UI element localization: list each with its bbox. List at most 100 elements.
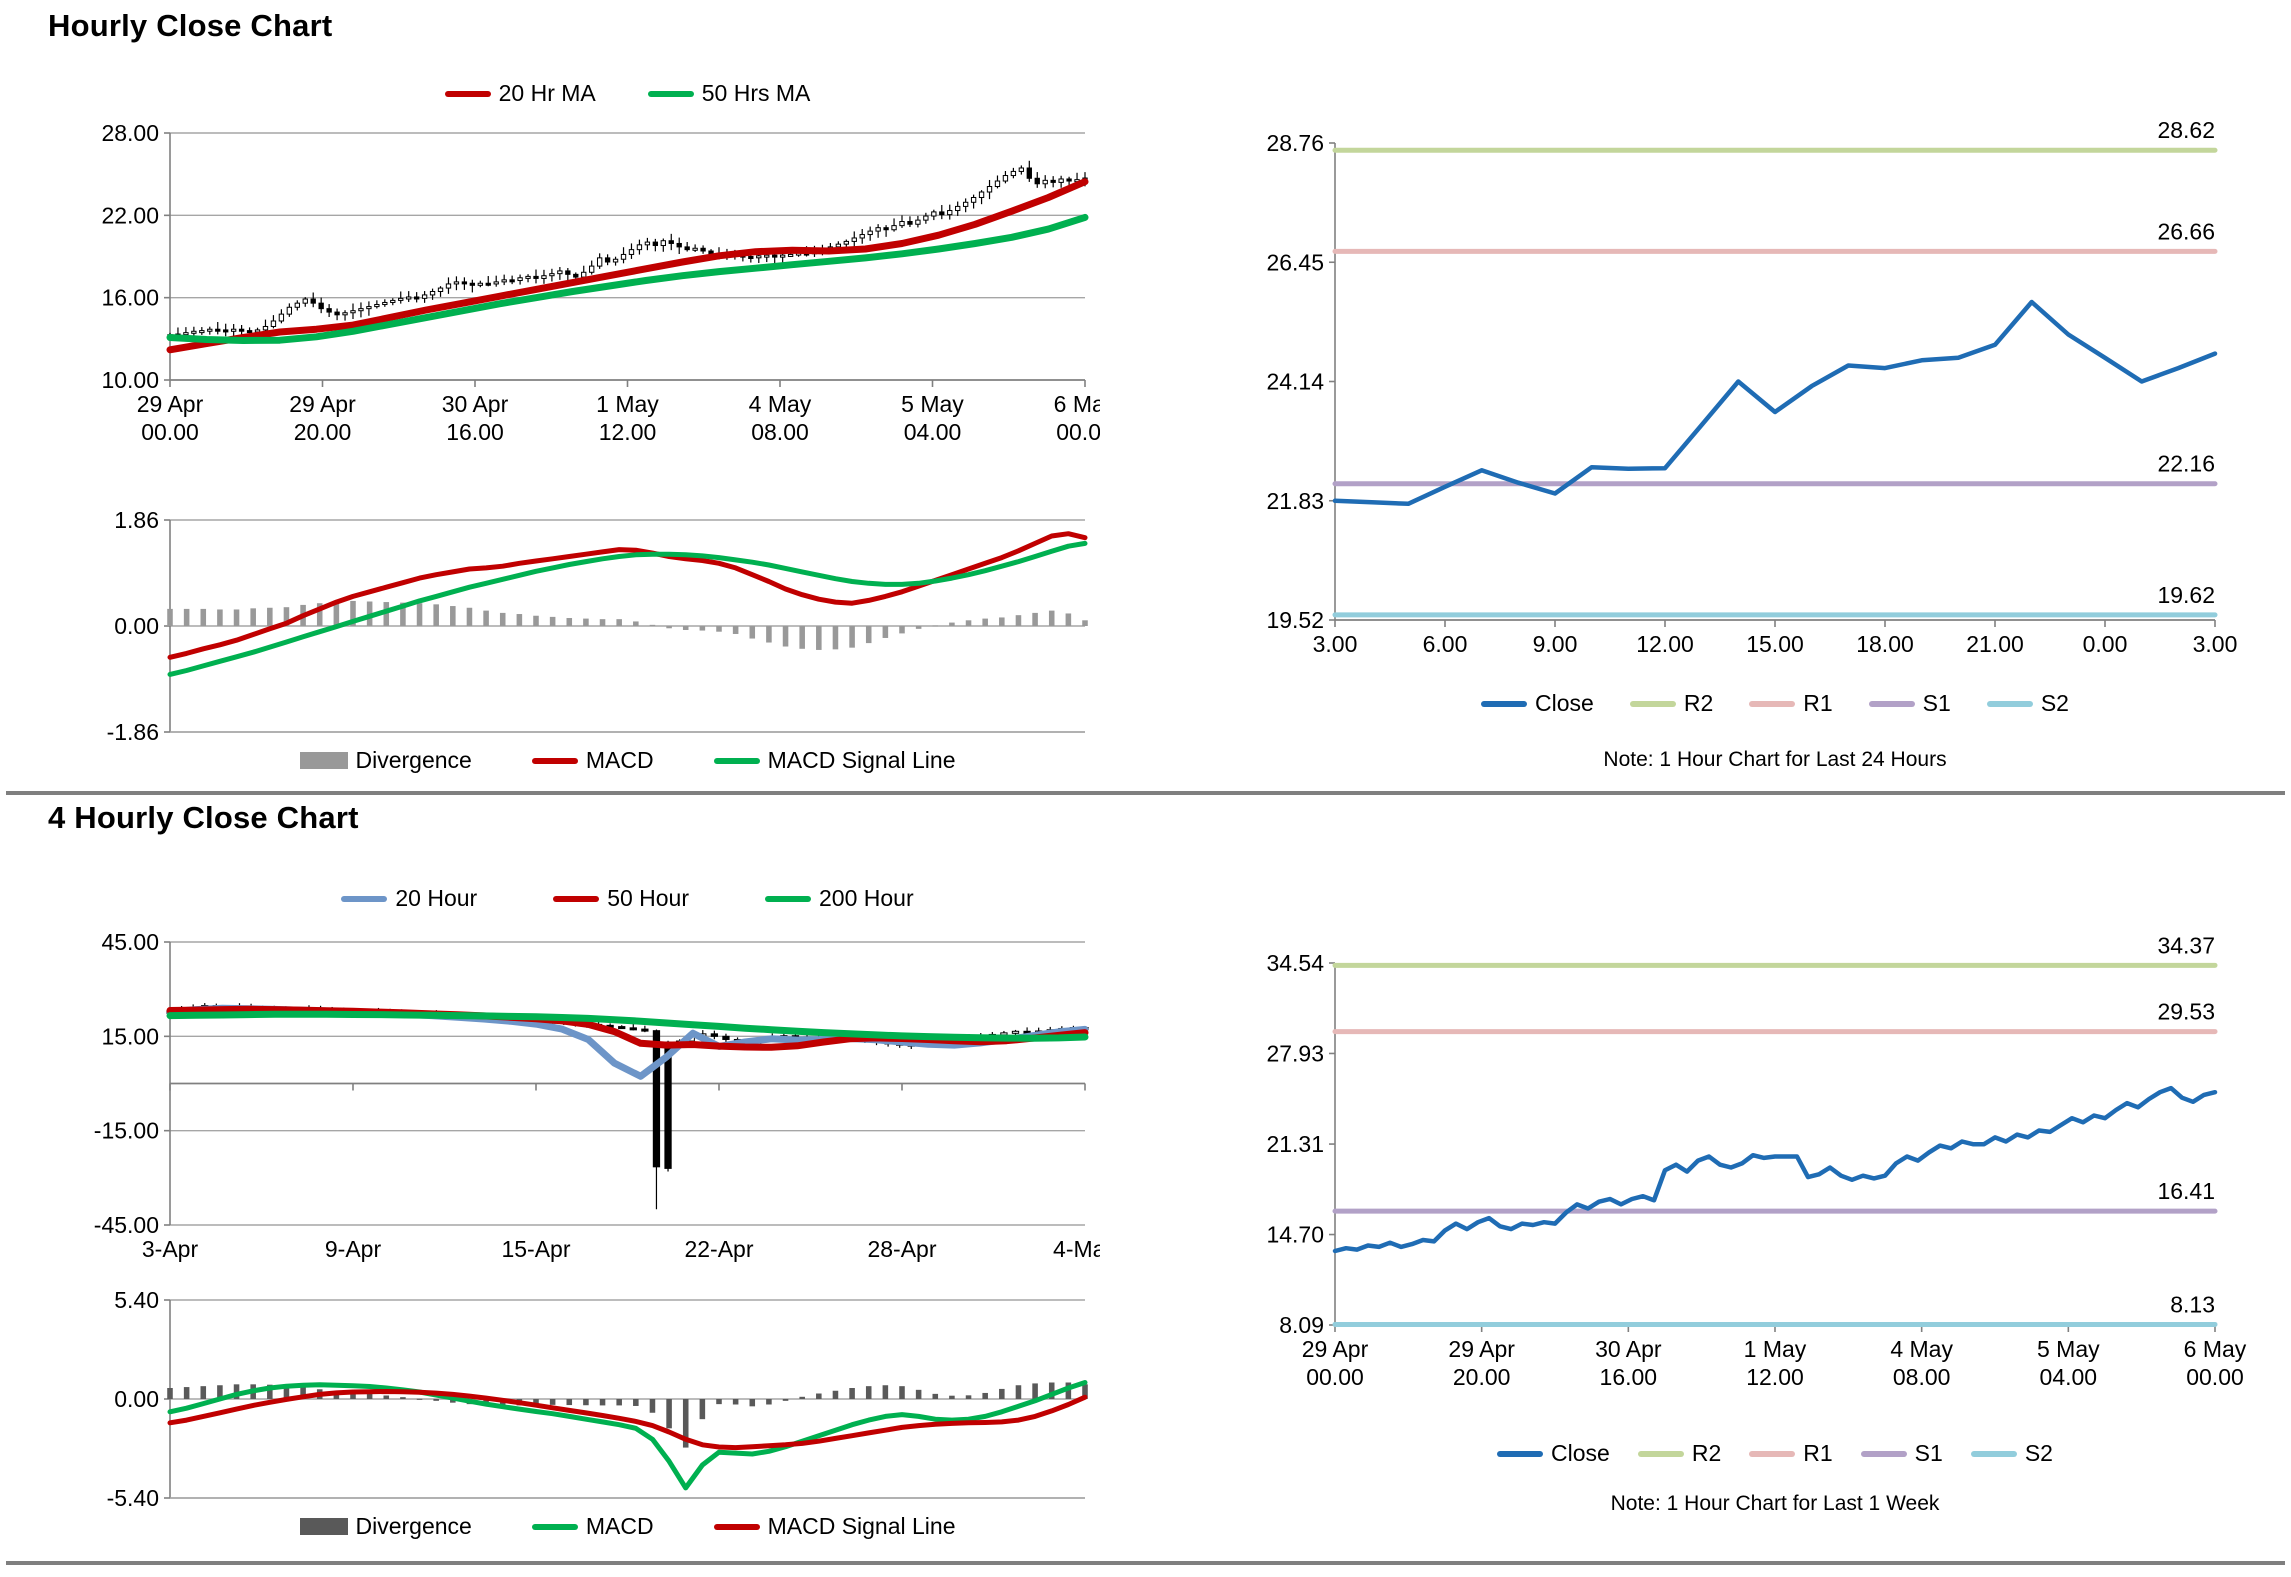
legend-label: Close [1551, 1440, 1610, 1466]
svg-text:29 Apr: 29 Apr [289, 391, 356, 417]
legend-label: MACD [585, 1513, 654, 1539]
svg-text:-1.86: -1.86 [107, 719, 159, 745]
legend-item-macd: MACD [531, 1513, 654, 1540]
legend-item-200-hour: 200 Hour [765, 885, 914, 912]
legend-label: 200 Hour [819, 885, 914, 911]
legend-item-20-hour: 20 Hour [341, 885, 477, 912]
svg-text:00.00: 00.00 [1306, 1364, 1364, 1390]
svg-text:16.00: 16.00 [101, 285, 159, 311]
s2-swatch-icon [1986, 700, 2033, 707]
legend-item-s2: S2 [1986, 690, 2069, 717]
legend-label: MACD [585, 747, 654, 773]
svg-text:28.76: 28.76 [1266, 130, 1324, 156]
svg-text:00.00: 00.00 [1056, 419, 1100, 445]
section-divider [6, 791, 2285, 795]
macd-signal-line-swatch-icon [713, 757, 760, 764]
page-title-4hourly: 4 Hourly Close Chart [48, 800, 359, 835]
svg-text:3.00: 3.00 [2193, 631, 2238, 657]
close-swatch-icon [1497, 1450, 1544, 1457]
svg-text:0.00: 0.00 [114, 1386, 159, 1412]
four-hourly-macd-chart: 5.40 0.00 -5.40 [107, 1290, 1088, 1508]
legend-item-divergence: Divergence [299, 747, 472, 774]
svg-text:-15.00: -15.00 [94, 1118, 159, 1144]
svg-text:0.00: 0.00 [114, 613, 159, 639]
svg-text:22.00: 22.00 [101, 202, 159, 228]
svg-text:29.53: 29.53 [2157, 999, 2215, 1025]
r1-swatch-icon [1749, 1450, 1796, 1457]
svg-text:4 May: 4 May [749, 391, 812, 417]
svg-text:8.09: 8.09 [1279, 1312, 1324, 1338]
svg-text:3-Apr: 3-Apr [142, 1236, 199, 1262]
svg-text:3.00: 3.00 [1313, 631, 1358, 657]
svg-text:21.83: 21.83 [1266, 488, 1324, 514]
svg-text:19.52: 19.52 [1266, 607, 1324, 633]
note-pivot-1week: Note: 1 Hour Chart for Last 1 Week [1610, 1492, 1940, 1515]
svg-text:6.00: 6.00 [1423, 631, 1468, 657]
svg-text:1.86: 1.86 [114, 507, 159, 533]
legend-label: R1 [1803, 690, 1833, 716]
200-hour-swatch-icon [765, 895, 812, 902]
svg-text:16.00: 16.00 [1600, 1364, 1658, 1390]
r2-swatch-icon [1629, 700, 1676, 707]
svg-text:1 May: 1 May [596, 391, 659, 417]
divergence-swatch-icon [299, 1518, 348, 1535]
legend-item-macd: MACD [531, 747, 654, 774]
svg-text:8.13: 8.13 [2170, 1291, 2215, 1317]
r2-swatch-icon [1637, 1450, 1684, 1457]
s1-swatch-icon [1860, 1450, 1907, 1457]
note-pivot-24h: Note: 1 Hour Chart for Last 24 Hours [1603, 748, 1947, 771]
svg-text:15-Apr: 15-Apr [501, 1236, 570, 1262]
svg-text:15.00: 15.00 [1746, 631, 1804, 657]
r1-swatch-icon [1749, 700, 1796, 707]
legend-label: 20 Hour [395, 885, 478, 911]
svg-text:6 May: 6 May [1054, 391, 1100, 417]
svg-text:34.54: 34.54 [1266, 950, 1324, 976]
svg-text:4 May: 4 May [1890, 1336, 1953, 1362]
svg-text:12.00: 12.00 [599, 419, 657, 445]
legend-item-50-hrs-ma: 50 Hrs MA [647, 80, 811, 107]
legend-item-r2: R2 [1637, 1440, 1722, 1467]
four-hourly-close-candlestick-chart: 45.00 15.00 -15.00 -45.003-Apr 9-Apr 15-Apr 22… [94, 929, 1100, 1262]
divergence-swatch-icon [299, 752, 348, 769]
legend-label: 50 Hrs MA [701, 80, 811, 106]
legend-item-s1: S1 [1868, 690, 1951, 717]
legend-item-macd-signal-line: MACD Signal Line [713, 1513, 956, 1540]
svg-text:26.66: 26.66 [2157, 218, 2215, 244]
svg-text:27.93: 27.93 [1266, 1040, 1324, 1066]
svg-text:19.62: 19.62 [2157, 582, 2215, 608]
svg-text:34.37: 34.37 [2157, 935, 2215, 958]
svg-text:29 Apr: 29 Apr [137, 391, 204, 417]
svg-text:9-Apr: 9-Apr [325, 1236, 382, 1262]
svg-text:20.00: 20.00 [1453, 1364, 1511, 1390]
legend-item-r2: R2 [1629, 690, 1714, 717]
svg-text:12.00: 12.00 [1746, 1364, 1804, 1390]
svg-text:10.00: 10.00 [101, 367, 159, 393]
svg-text:28.00: 28.00 [101, 120, 159, 146]
legend-item-s2: S2 [1970, 1440, 2053, 1467]
svg-text:45.00: 45.00 [101, 929, 159, 955]
legend-label: S1 [1922, 690, 1951, 716]
page-title-hourly: Hourly Close Chart [48, 8, 333, 43]
macd-swatch-icon [531, 1523, 578, 1530]
legend-label: MACD Signal Line [767, 1513, 956, 1539]
svg-text:16.41: 16.41 [2157, 1178, 2215, 1204]
50-hrs-ma-swatch-icon [647, 90, 694, 97]
legend-label: 50 Hour [607, 885, 690, 911]
svg-text:00.00: 00.00 [2186, 1364, 2244, 1390]
legend-item-close: Close [1497, 1440, 1610, 1467]
svg-text:-45.00: -45.00 [94, 1212, 159, 1238]
bottom-divider [6, 1561, 2285, 1565]
legend-item-close: Close [1481, 690, 1594, 717]
legend-item-20-hr-ma: 20 Hr MA [444, 80, 596, 107]
legend-label: R2 [1683, 690, 1714, 716]
svg-text:22.16: 22.16 [2157, 451, 2215, 477]
legend-label: S2 [2024, 1440, 2053, 1466]
legend-label: 20 Hr MA [498, 80, 596, 106]
legend-hourly-ma: 20 Hr MA 50 Hrs MA [170, 80, 1085, 107]
legend-label: R2 [1691, 1440, 1722, 1466]
svg-text:6 May: 6 May [2184, 1336, 2247, 1362]
legend-label: MACD Signal Line [767, 747, 956, 773]
legend-item-s1: S1 [1860, 1440, 1943, 1467]
svg-text:04.00: 04.00 [904, 419, 962, 445]
